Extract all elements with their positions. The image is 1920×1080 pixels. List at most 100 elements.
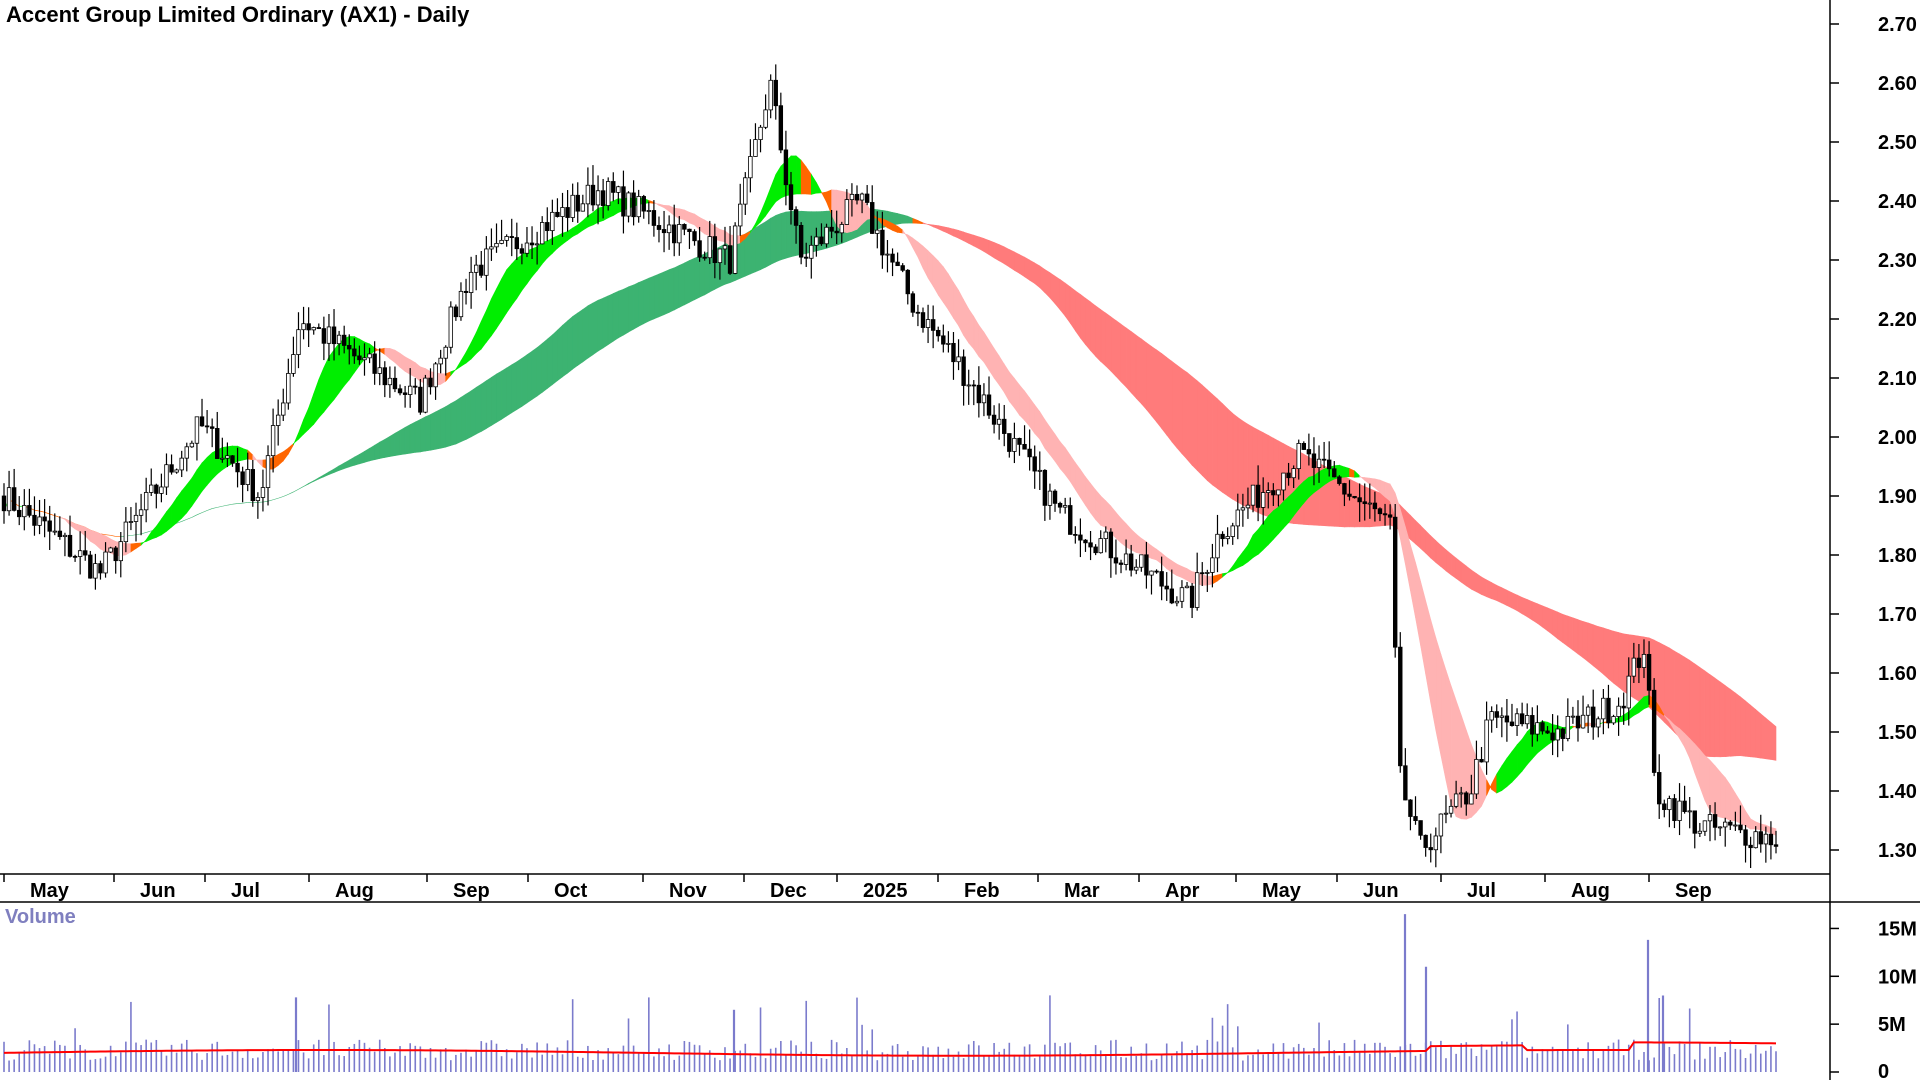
long-term-band-segment bbox=[958, 229, 964, 242]
long-term-band-segment bbox=[684, 260, 690, 306]
short-term-band-segment bbox=[374, 347, 381, 352]
candlestick bbox=[1535, 705, 1540, 742]
long-term-band-segment bbox=[1359, 483, 1366, 528]
long-term-band-segment bbox=[1151, 345, 1157, 423]
short-term-band-segment bbox=[983, 331, 990, 372]
short-term-band-segment bbox=[1750, 818, 1756, 830]
short-term-band-segment bbox=[978, 324, 985, 363]
candlestick bbox=[738, 183, 743, 236]
short-term-band-segment bbox=[145, 531, 152, 543]
short-term-band-segment bbox=[44, 511, 50, 515]
short-term-band-segment bbox=[1201, 573, 1208, 586]
long-term-band-segment bbox=[323, 471, 330, 478]
long-term-band-segment bbox=[775, 213, 782, 263]
long-term-band-segment bbox=[607, 293, 614, 346]
candlestick bbox=[996, 403, 1002, 440]
long-term-band-segment bbox=[917, 219, 924, 225]
candlestick bbox=[1545, 726, 1550, 735]
candlestick bbox=[1479, 746, 1484, 763]
long-term-band-segment bbox=[1735, 692, 1741, 757]
candlestick bbox=[1717, 826, 1723, 836]
long-term-band-segment bbox=[1130, 330, 1137, 400]
candlestick bbox=[1519, 702, 1525, 727]
short-term-band-segment bbox=[770, 174, 777, 210]
long-term-band-segment bbox=[948, 227, 954, 237]
candlestick bbox=[1108, 528, 1114, 578]
candlestick bbox=[17, 496, 22, 526]
candlestick bbox=[595, 175, 601, 225]
candlesticks bbox=[1, 64, 1779, 869]
x-tick-label: Apr bbox=[1165, 880, 1200, 902]
candlestick bbox=[1514, 708, 1520, 736]
candlestick bbox=[611, 172, 616, 202]
short-term-band-segment bbox=[69, 520, 76, 530]
short-term-band-segment bbox=[79, 525, 86, 537]
short-term-band-segment bbox=[516, 254, 523, 300]
long-term-band-segment bbox=[1039, 265, 1046, 294]
y-tick-label: 1.70 bbox=[1878, 604, 1917, 626]
candlestick bbox=[1591, 689, 1596, 740]
long-term-band-segment bbox=[1364, 486, 1371, 528]
short-term-band-segment bbox=[1141, 537, 1147, 557]
long-term-band-segment bbox=[1450, 553, 1457, 580]
long-term-band-segment bbox=[1009, 249, 1015, 271]
short-term-band-segment bbox=[541, 240, 548, 265]
short-term-band-segment bbox=[1075, 461, 1081, 499]
short-term-band-segment bbox=[795, 155, 802, 195]
long-term-band-segment bbox=[552, 329, 558, 386]
short-term-band-segment bbox=[587, 212, 594, 228]
long-term-band-segment bbox=[1059, 278, 1066, 317]
candlestick bbox=[1499, 707, 1505, 738]
candlestick bbox=[118, 532, 123, 578]
candlestick bbox=[743, 172, 748, 215]
long-term-band-segment bbox=[227, 503, 233, 506]
y-tick-label: 1.60 bbox=[1878, 663, 1917, 685]
short-term-band-segment bbox=[1039, 410, 1046, 449]
candlestick bbox=[32, 496, 37, 536]
short-term-band-segment bbox=[409, 359, 416, 378]
candlestick bbox=[529, 226, 535, 259]
short-term-band-segment bbox=[445, 371, 452, 383]
short-term-band-segment bbox=[1171, 560, 1178, 577]
long-term-band-segment bbox=[602, 295, 609, 349]
long-term-band-segment bbox=[572, 312, 579, 370]
short-term-band-segment bbox=[1044, 418, 1051, 456]
candlestick bbox=[499, 219, 504, 245]
long-term-band-segment bbox=[191, 514, 198, 518]
short-term-band-segment bbox=[1151, 545, 1157, 561]
candlestick bbox=[418, 378, 423, 415]
candlestick bbox=[1230, 522, 1235, 545]
candlestick bbox=[397, 384, 403, 396]
short-term-band-segment bbox=[1212, 574, 1218, 585]
long-term-band-segment bbox=[1608, 629, 1614, 684]
long-term-band-segment bbox=[1196, 380, 1203, 477]
candlestick bbox=[1, 483, 7, 524]
candlestick bbox=[1362, 483, 1367, 521]
candlestick bbox=[524, 226, 530, 258]
long-term-band-segment bbox=[445, 402, 452, 448]
short-term-band-segment bbox=[486, 298, 492, 344]
candlestick bbox=[666, 215, 672, 250]
long-term-band-segment bbox=[597, 297, 604, 352]
long-term-band-segment bbox=[892, 212, 898, 226]
candlestick bbox=[545, 207, 550, 242]
short-term-band-segment bbox=[765, 187, 771, 217]
candlestick bbox=[357, 345, 362, 365]
long-term-band-segment bbox=[1044, 268, 1051, 299]
candlestick bbox=[387, 366, 393, 398]
short-term-band-segment bbox=[988, 339, 995, 379]
candlestick bbox=[1382, 503, 1388, 526]
short-term-band-segment bbox=[161, 510, 167, 536]
long-term-band-segment bbox=[1222, 402, 1228, 497]
short-term-band-segment bbox=[475, 321, 482, 355]
candlestick bbox=[306, 307, 311, 348]
candlestick bbox=[1301, 441, 1307, 450]
candlestick bbox=[793, 206, 799, 244]
candlestick bbox=[1377, 507, 1383, 522]
candlestick bbox=[804, 242, 809, 267]
short-term-band-segment bbox=[1714, 765, 1721, 818]
long-term-band-segment bbox=[1146, 342, 1152, 417]
short-term-band-segment bbox=[1694, 743, 1701, 787]
long-term-band-segment bbox=[932, 224, 939, 230]
long-term-band-segment bbox=[618, 288, 624, 339]
